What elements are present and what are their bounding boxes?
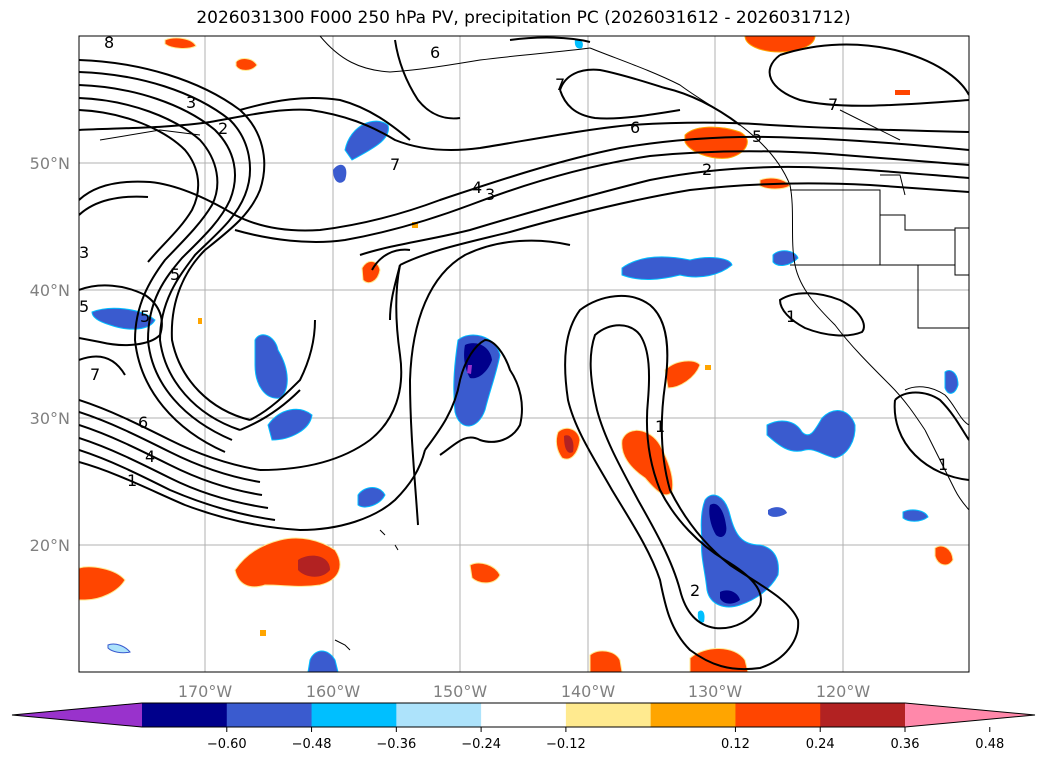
map-frame <box>78 35 970 673</box>
colorbar-tick-label: 0.12 <box>721 737 750 752</box>
colorbar-bin <box>481 703 567 727</box>
lon-label: 140°W <box>561 682 616 701</box>
lat-label: 30°N <box>30 409 70 428</box>
contour-label: 3 <box>186 93 196 112</box>
lon-label: 150°W <box>433 682 488 701</box>
map-area <box>79 36 969 672</box>
contour-label: 3 <box>485 185 495 204</box>
colorbar-tick-label: −0.48 <box>292 737 332 752</box>
precip-neg-area <box>467 365 472 374</box>
precip-neg-area <box>772 250 799 266</box>
contour-label: 2 <box>702 160 712 179</box>
contour-label: 6 <box>430 43 440 62</box>
precip-neg-area <box>766 410 856 459</box>
precip-neg-area <box>107 643 131 654</box>
colorbar-outline <box>11 702 1036 728</box>
precip-neg-area <box>944 370 959 394</box>
precip-pos-area <box>744 36 816 53</box>
contour-label: 7 <box>828 95 838 114</box>
colorbar-tick-label: −0.12 <box>546 737 586 752</box>
contour-label: 4 <box>145 447 155 466</box>
contour-label: 2 <box>218 119 228 138</box>
contour-label: 1 <box>938 455 948 474</box>
colorbar-bin <box>820 703 906 727</box>
precip-neg-area <box>333 164 347 183</box>
colorbar-bin <box>650 703 736 727</box>
lat-label: 40°N <box>30 281 70 300</box>
colorbar-bin <box>396 703 482 727</box>
lon-label: 120°W <box>816 682 871 701</box>
precip-neg-area <box>720 590 740 604</box>
precip-pos-area <box>934 545 954 566</box>
contour-label: 3 <box>79 243 89 262</box>
colorbar-tick-label: −0.36 <box>376 737 416 752</box>
colorbar-tick-label: 0.24 <box>806 737 835 752</box>
contour-label: 7 <box>390 155 400 174</box>
colorbar-tick-label: 0.48 <box>975 737 1004 752</box>
precip-pos-area <box>895 90 910 95</box>
precip-pos-area <box>235 58 258 71</box>
precip-pos-area <box>705 365 711 370</box>
contour-label: 5 <box>170 265 180 284</box>
colorbar-bin <box>735 703 821 727</box>
precip-pos-area <box>564 435 574 453</box>
contour-label: 7 <box>90 365 100 384</box>
map-title: 2026031300 F000 250 hPa PV, precipitatio… <box>196 8 851 28</box>
contour-label: 1 <box>127 471 137 490</box>
precip-neg-area <box>91 307 156 330</box>
precip-pos-area <box>689 648 749 672</box>
contour-label: 8 <box>104 33 114 52</box>
precip-neg-area <box>357 487 386 508</box>
precip-neg-area <box>902 509 929 522</box>
contour-label: 7 <box>555 75 565 94</box>
precip-neg-area <box>709 503 727 537</box>
lon-label: 160°W <box>306 682 361 701</box>
colorbar-tick-label: −0.60 <box>207 737 247 752</box>
contour-label: 6 <box>630 118 640 137</box>
colorbar-extend-high <box>905 703 1035 727</box>
precip-neg-area <box>621 256 733 280</box>
colorbar-bin <box>565 703 652 727</box>
precip-pos-area <box>361 261 381 284</box>
lat-label: 20°N <box>30 536 70 555</box>
colorbar-extend-low <box>12 703 142 727</box>
precip-neg-area <box>768 507 787 517</box>
precip-neg-area <box>254 334 288 399</box>
contour-labels: 8 3 2 6 7 6 7 5 2 7 4 3 5 3 5 5 7 6 4 1 … <box>79 33 948 600</box>
precip-pos-area <box>79 566 126 601</box>
lat-axis-labels: 50°N 40°N 30°N 20°N <box>30 154 70 555</box>
colorbar-tick-label: −0.24 <box>461 737 501 752</box>
contour-label: 2 <box>690 581 700 600</box>
pv-contours <box>79 36 969 671</box>
contour-label: 6 <box>138 413 148 432</box>
contour-label: 1 <box>786 307 796 326</box>
lon-label: 170°W <box>178 682 233 701</box>
lon-axis-labels: 170°W 160°W 150°W 140°W 130°W 120°W <box>178 682 871 701</box>
precip-pos-area <box>164 37 197 49</box>
lat-label: 50°N <box>30 154 70 173</box>
precip-pos-area <box>469 562 501 584</box>
colorbar-bin <box>142 703 228 727</box>
colorbar: −0.60 −0.48 −0.36 −0.24 −0.12 0.12 0.24 0.36 0.4… <box>11 702 1036 752</box>
contour-label: 1 <box>655 417 665 436</box>
precip-pos-area <box>198 318 202 324</box>
precip-pos-area <box>260 630 266 636</box>
precip-neg-area <box>697 610 705 623</box>
contour-label: 5 <box>79 297 89 316</box>
contour-label: 5 <box>140 307 150 326</box>
colorbar-bin <box>311 703 397 727</box>
contour-label: 4 <box>472 178 482 197</box>
precip-neg-area <box>574 39 583 49</box>
colorbar-bin <box>226 703 313 727</box>
precip-pos-area <box>664 360 701 389</box>
precip-neg-area <box>267 408 313 441</box>
colorbar-tick-label: 0.36 <box>891 737 920 752</box>
contour-label: 5 <box>752 127 762 146</box>
precip-pos-area <box>298 555 330 577</box>
precip-pos-area <box>589 650 623 672</box>
precip-neg-area <box>307 650 339 672</box>
lon-label: 130°W <box>688 682 743 701</box>
